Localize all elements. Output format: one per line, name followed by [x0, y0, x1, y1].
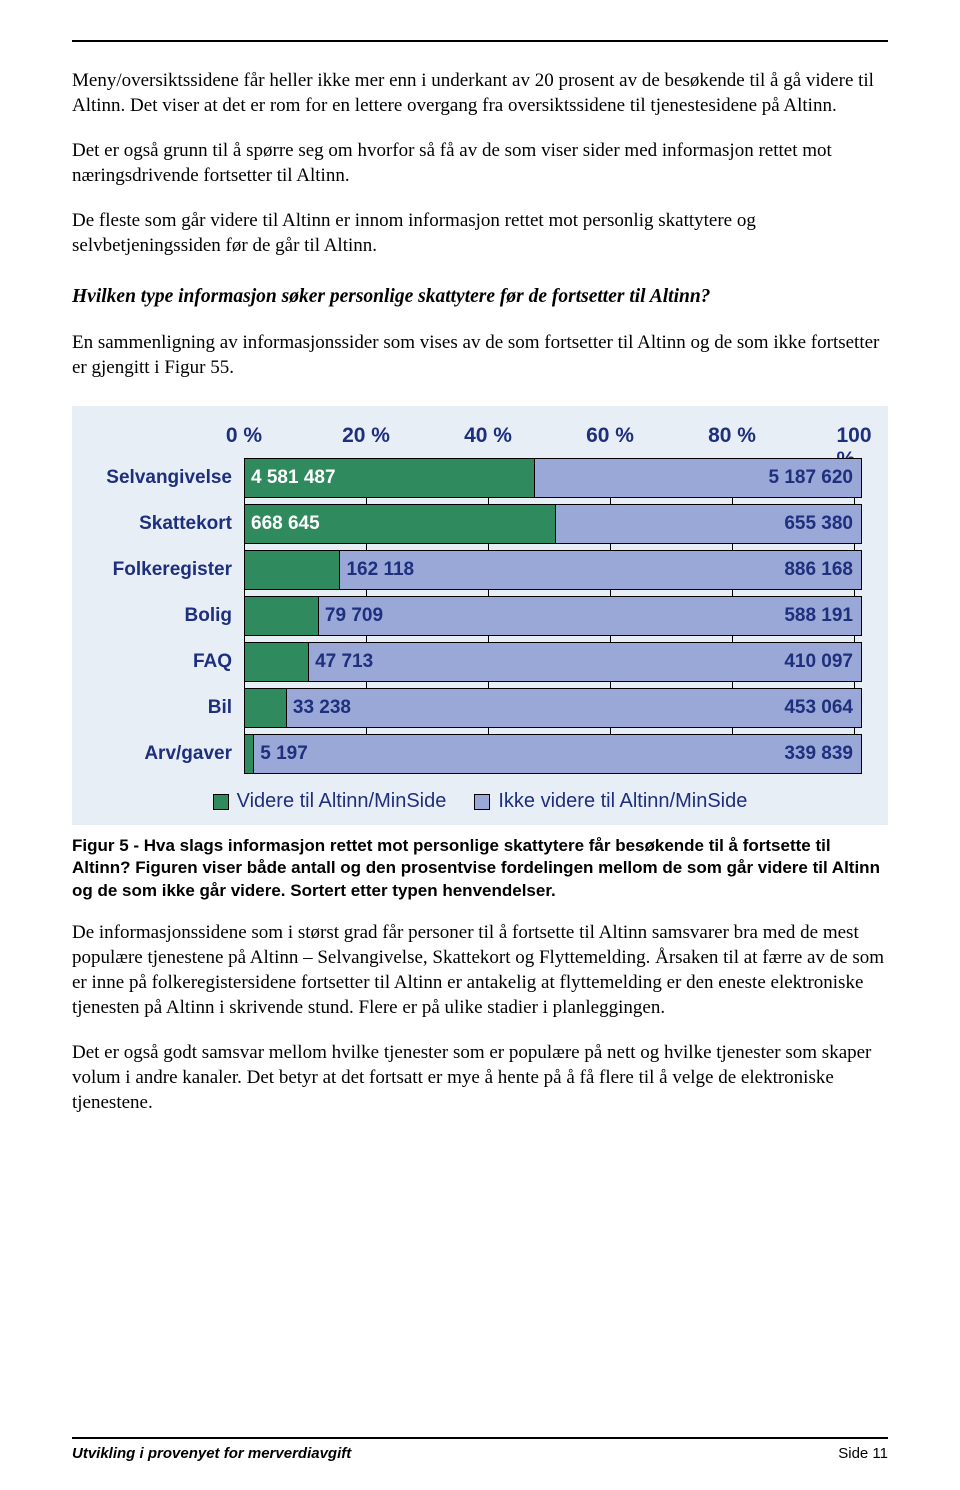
bar-segment-a: 4 581 487: [245, 459, 535, 497]
legend-swatch-b-icon: [474, 794, 490, 810]
bar-segment-b: 655 380: [556, 505, 861, 543]
chart-bars: Selvangivelse4 581 4875 187 620Skattekor…: [98, 458, 862, 774]
figure-caption: Figur 5 - Hva slags informasjon rettet m…: [72, 835, 888, 901]
chart-bar-row: FAQ 47 713410 097: [98, 642, 862, 682]
bar-track: 4 581 4875 187 620: [244, 458, 862, 498]
axis-tick: 60 %: [586, 424, 634, 448]
paragraph: Det er også godt samsvar mellom hvilke t…: [72, 1040, 888, 1115]
bar-category-label: Skattekort: [98, 504, 244, 544]
bar-track: 668 645655 380: [244, 504, 862, 544]
bar-track: 47 713410 097: [244, 642, 862, 682]
bar-category-label: Arv/gaver: [98, 734, 244, 774]
chart-legend: Videre til Altinn/MinSide Ikke videre ti…: [98, 790, 862, 813]
paragraph: Det er også grunn til å spørre seg om hv…: [72, 138, 888, 188]
chart-bar-row: Bil 33 238453 064: [98, 688, 862, 728]
legend-swatch-a-icon: [213, 794, 229, 810]
paragraph: Meny/oversiktssidene får heller ikke mer…: [72, 68, 888, 118]
page-footer: Utvikling i provenyet for merverdiavgift…: [72, 1437, 888, 1462]
legend-label-b: Ikke videre til Altinn/MinSide: [498, 790, 747, 813]
footer-page-number: Side 11: [838, 1445, 888, 1462]
bar-segment-b: 33 238453 064: [287, 689, 861, 727]
bar-category-label: FAQ: [98, 642, 244, 682]
bar-segment-a: [245, 735, 254, 773]
bar-segment-a: [245, 597, 319, 635]
chart-bar-row: Arv/gaver 5 197339 839: [98, 734, 862, 774]
paragraph: De informasjonssidene som i størst grad …: [72, 920, 888, 1020]
axis-tick: 40 %: [464, 424, 512, 448]
bar-track: 162 118886 168: [244, 550, 862, 590]
paragraph: De fleste som går videre til Altinn er i…: [72, 208, 888, 258]
chart-plot-area: Selvangivelse4 581 4875 187 620Skattekor…: [98, 458, 862, 774]
chart-bar-row: Selvangivelse4 581 4875 187 620: [98, 458, 862, 498]
axis-tick: 80 %: [708, 424, 756, 448]
paragraph: En sammenligning av informasjonssider so…: [72, 330, 888, 380]
bar-segment-b: 47 713410 097: [309, 643, 861, 681]
bar-track: 5 197339 839: [244, 734, 862, 774]
bar-segment-b: 5 187 620: [535, 459, 861, 497]
bar-category-label: Bil: [98, 688, 244, 728]
chart-bar-row: Skattekort668 645655 380: [98, 504, 862, 544]
legend-label-a: Videre til Altinn/MinSide: [237, 790, 447, 813]
bar-segment-a: [245, 551, 340, 589]
footer-rule: [72, 1437, 888, 1439]
bar-track: 79 709588 191: [244, 596, 862, 636]
chart-bar-row: Folkeregister 162 118886 168: [98, 550, 862, 590]
chart-axis: 0 %20 %40 %60 %80 %100 %: [244, 424, 854, 450]
bar-category-label: Bolig: [98, 596, 244, 636]
bar-segment-a: [245, 689, 287, 727]
bar-segment-b: 79 709588 191: [319, 597, 861, 635]
bar-category-label: Selvangivelse: [98, 458, 244, 498]
chart-container: 0 %20 %40 %60 %80 %100 % Selvangivelse4 …: [72, 406, 888, 825]
legend-item-b: Ikke videre til Altinn/MinSide: [474, 790, 747, 813]
chart-bar-row: Bolig 79 709588 191: [98, 596, 862, 636]
legend-item-a: Videre til Altinn/MinSide: [213, 790, 447, 813]
top-rule: [72, 40, 888, 42]
axis-tick: 0 %: [226, 424, 262, 448]
bar-category-label: Folkeregister: [98, 550, 244, 590]
bar-segment-b: 5 197339 839: [254, 735, 861, 773]
section-heading: Hvilken type informasjon søker personlig…: [72, 284, 888, 310]
axis-tick: 20 %: [342, 424, 390, 448]
bar-track: 33 238453 064: [244, 688, 862, 728]
bar-segment-a: 668 645: [245, 505, 556, 543]
footer-title: Utvikling i provenyet for merverdiavgift: [72, 1445, 351, 1462]
bar-segment-a: [245, 643, 309, 681]
bar-segment-b: 162 118886 168: [340, 551, 861, 589]
